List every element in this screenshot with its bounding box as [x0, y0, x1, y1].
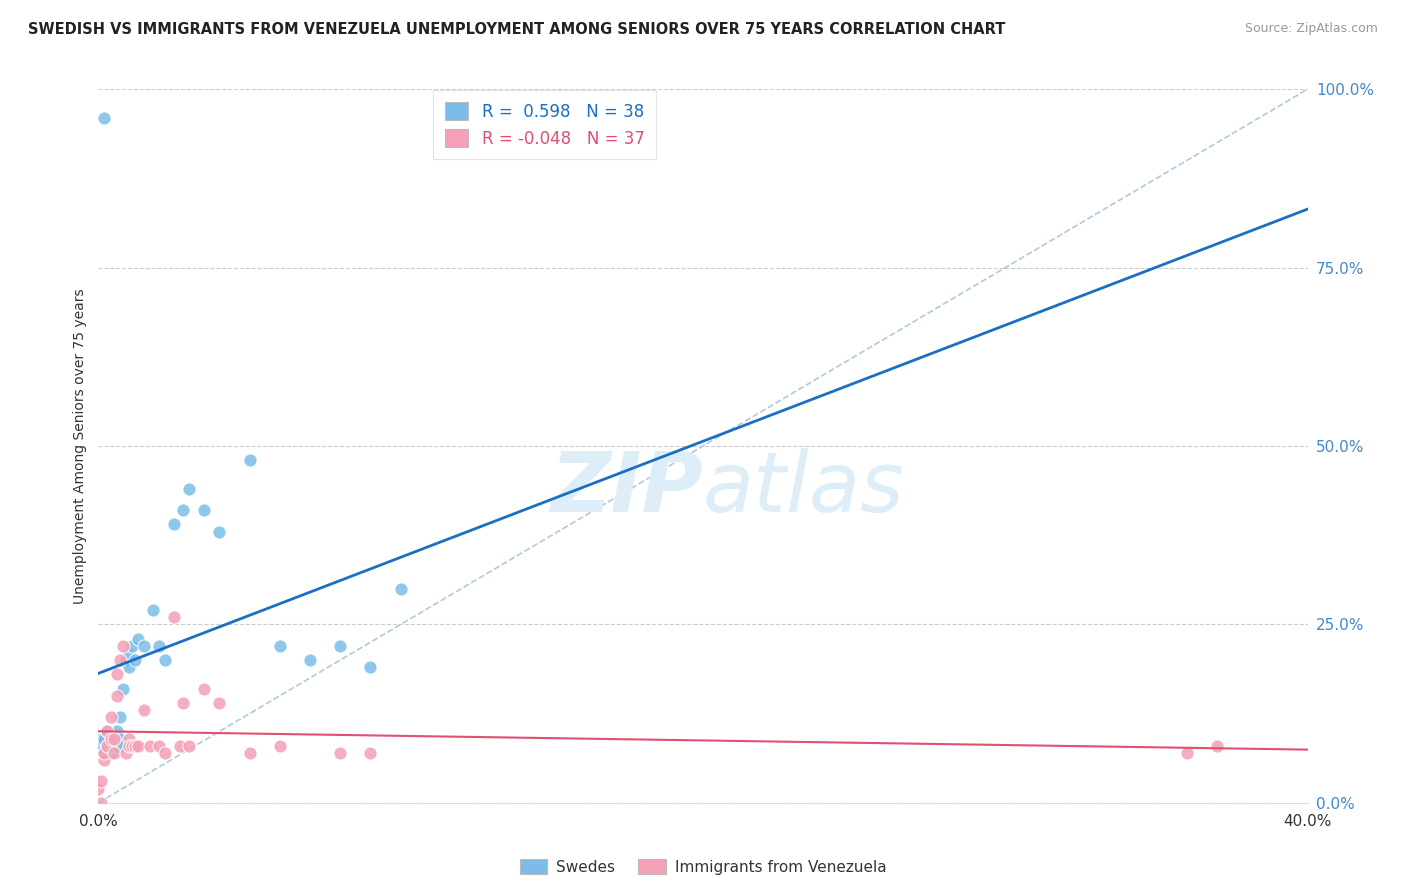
Text: atlas: atlas: [703, 449, 904, 529]
Point: [93, 111, 115, 125]
Point: [93, 746, 115, 760]
Point: [148, 739, 170, 753]
Point: [118, 660, 141, 674]
Point: [118, 731, 141, 746]
Point: [163, 517, 186, 532]
Point: [108, 731, 131, 746]
Point: [90, 739, 112, 753]
Point: [105, 739, 128, 753]
Point: [132, 639, 155, 653]
Point: [239, 746, 262, 760]
Point: [269, 639, 291, 653]
Point: [169, 739, 191, 753]
Point: [179, 739, 201, 753]
Text: ZIP: ZIP: [550, 449, 703, 529]
Legend: Swedes, Immigrants from Venezuela: Swedes, Immigrants from Venezuela: [513, 853, 893, 880]
Point: [108, 653, 131, 667]
Point: [124, 739, 146, 753]
Text: SWEDISH VS IMMIGRANTS FROM VENEZUELA UNEMPLOYMENT AMONG SENIORS OVER 75 YEARS CO: SWEDISH VS IMMIGRANTS FROM VENEZUELA UNE…: [28, 22, 1005, 37]
Point: [208, 524, 231, 539]
Point: [163, 610, 186, 624]
Point: [193, 503, 215, 517]
Point: [269, 739, 291, 753]
Point: [87, 781, 110, 796]
Point: [121, 639, 143, 653]
Point: [100, 731, 122, 746]
Point: [360, 746, 382, 760]
Point: [90, 731, 112, 746]
Point: [153, 653, 176, 667]
Point: [96, 739, 118, 753]
Point: [103, 739, 125, 753]
Point: [142, 603, 165, 617]
Point: [299, 653, 322, 667]
Point: [329, 639, 352, 653]
Point: [103, 731, 125, 746]
Point: [105, 689, 128, 703]
Point: [1206, 739, 1229, 753]
Point: [93, 746, 115, 760]
Point: [96, 739, 118, 753]
Point: [111, 639, 134, 653]
Point: [208, 696, 231, 710]
Point: [108, 710, 131, 724]
Point: [329, 746, 352, 760]
Point: [90, 796, 112, 810]
Point: [132, 703, 155, 717]
Point: [111, 739, 134, 753]
Y-axis label: Unemployment Among Seniors over 75 years: Unemployment Among Seniors over 75 years: [73, 288, 87, 604]
Point: [193, 681, 215, 696]
Point: [103, 731, 125, 746]
Point: [172, 503, 194, 517]
Point: [153, 746, 176, 760]
Point: [105, 667, 128, 681]
Point: [179, 482, 201, 496]
Point: [114, 653, 136, 667]
Point: [239, 453, 262, 467]
Point: [105, 724, 128, 739]
Point: [148, 639, 170, 653]
Point: [360, 660, 382, 674]
Point: [121, 739, 143, 753]
Point: [118, 646, 141, 660]
Point: [100, 731, 122, 746]
Point: [118, 739, 141, 753]
Point: [93, 753, 115, 767]
Point: [139, 739, 162, 753]
Point: [100, 746, 122, 760]
Point: [100, 710, 122, 724]
Point: [93, 731, 115, 746]
Point: [90, 774, 112, 789]
Point: [127, 739, 149, 753]
Point: [111, 681, 134, 696]
Point: [96, 724, 118, 739]
Point: [1175, 746, 1198, 760]
Point: [103, 746, 125, 760]
Point: [389, 582, 412, 596]
Point: [96, 724, 118, 739]
Point: [114, 746, 136, 760]
Point: [124, 653, 146, 667]
Text: Source: ZipAtlas.com: Source: ZipAtlas.com: [1244, 22, 1378, 36]
Point: [127, 632, 149, 646]
Point: [172, 696, 194, 710]
